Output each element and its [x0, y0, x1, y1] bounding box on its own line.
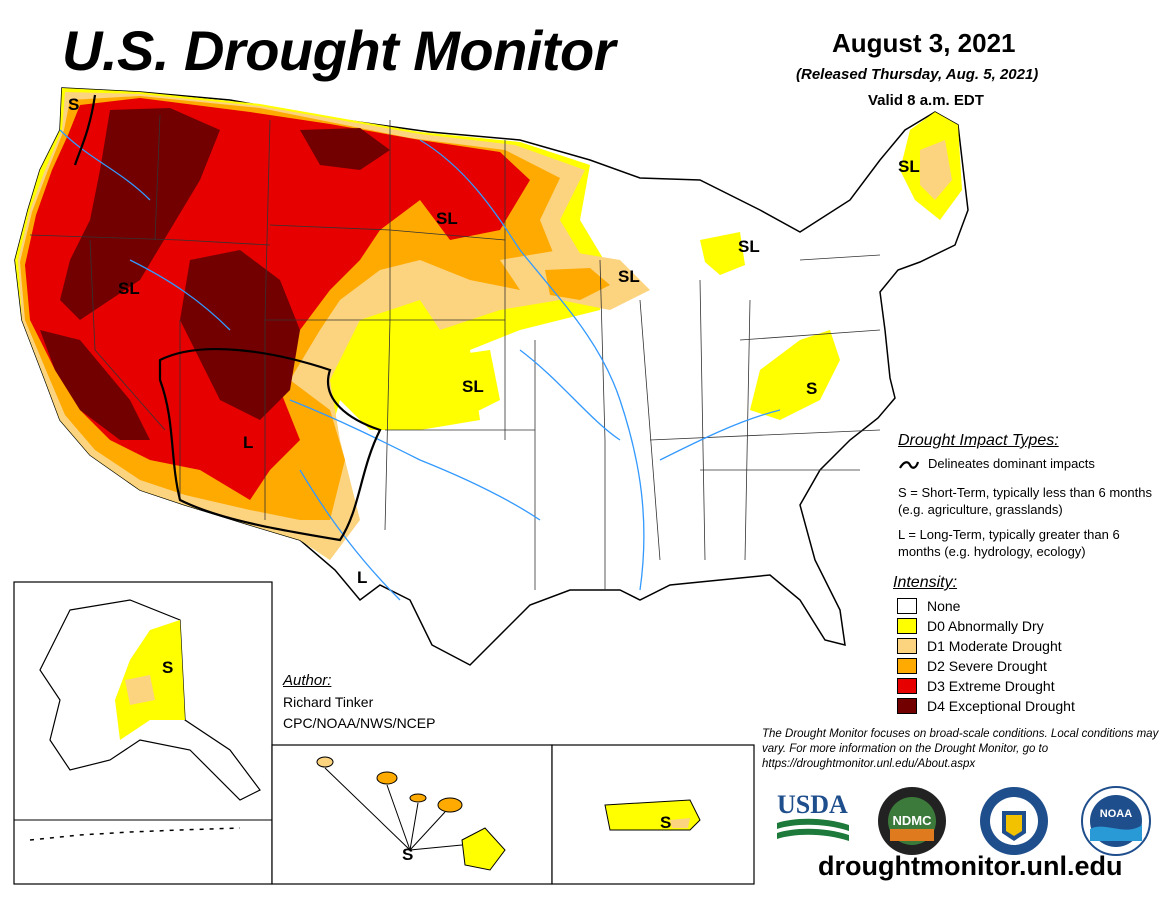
label-l-tx: L [357, 568, 367, 587]
legend-swatch [897, 698, 917, 714]
label-sl-mi: SL [738, 237, 760, 256]
label-sl-west: SL [118, 279, 140, 298]
legend-swatch [897, 658, 917, 674]
d0-va [750, 330, 840, 420]
legend-none: None [897, 597, 960, 615]
label-s-hi: S [402, 845, 413, 864]
hawaii-pointers [324, 767, 463, 851]
legend-label: D0 Abnormally Dry [927, 618, 1044, 634]
pr-d1 [670, 818, 690, 828]
alaska-d1 [125, 675, 155, 705]
legend-swatch [897, 678, 917, 694]
release-date: (Released Thursday, Aug. 5, 2021) [796, 66, 1039, 83]
label-sl-ne: SL [898, 157, 920, 176]
label-s-va: S [806, 379, 817, 398]
intensity-title: Intensity: [893, 574, 958, 591]
legend-label: D1 Moderate Drought [927, 638, 1062, 654]
d4-region-2 [180, 250, 300, 420]
label-s-nw: S [68, 95, 79, 114]
legend-swatch [897, 598, 917, 614]
d0-mi [700, 232, 745, 275]
legend-label: None [927, 598, 961, 614]
author-title: Author: [283, 672, 332, 689]
rivers [59, 129, 781, 601]
aleutians [29, 827, 241, 841]
legend-d0: D0 Abnormally Dry [897, 617, 1044, 635]
legend-label: D4 Exceptional Drought [927, 698, 1075, 714]
impact-short-term: S = Short-Term, typically less than 6 mo… [898, 485, 1152, 517]
valid-time: Valid 8 a.m. EDT [868, 92, 984, 109]
disclaimer-note: The Drought Monitor focuses on broad-sca… [762, 728, 1159, 770]
d4-region-4 [40, 330, 150, 440]
d1-ne [920, 140, 952, 200]
usda-logo: USDA [775, 785, 851, 850]
ndmc-logo-text: NDMC [893, 813, 933, 828]
label-s-pr: S [660, 813, 671, 832]
legend-d1: D1 Moderate Drought [897, 637, 1062, 655]
legend-d3: D3 Extreme Drought [897, 677, 1055, 695]
label-sl-nplains: SL [436, 209, 458, 228]
d2-midwest [545, 268, 610, 300]
noaa-logo: NOAA [1080, 785, 1152, 862]
impact-delineates-row: Delineates dominant impacts [898, 456, 1095, 471]
website-url[interactable]: droughtmonitor.unl.edu [818, 851, 1123, 881]
label-sl-plains: SL [462, 377, 484, 396]
usda-logo-text: USDA [777, 790, 848, 819]
legend-swatch [897, 638, 917, 654]
author-org: CPC/NOAA/NWS/NCEP [283, 715, 436, 731]
hawaii-inset-frame [271, 744, 553, 885]
d4-region-3 [300, 128, 390, 170]
delineation-line-icon [899, 460, 920, 469]
label-s-ak: S [162, 658, 173, 677]
d4-region [60, 108, 220, 320]
legend-label: D3 Extreme Drought [927, 678, 1055, 694]
legend-d4: D4 Exceptional Drought [897, 697, 1075, 715]
map-title: U.S. Drought Monitor [62, 19, 616, 82]
label-l-sw: L [243, 433, 253, 452]
impact-long-term: L = Long-Term, typically greater than 6 … [898, 527, 1120, 559]
legend-swatch [897, 618, 917, 634]
map-date: August 3, 2021 [832, 28, 1016, 58]
hawaii-islands [316, 756, 506, 871]
legend-d2: D2 Severe Drought [897, 657, 1047, 675]
commerce-logo [978, 785, 1050, 862]
impact-types-title: Drought Impact Types: [898, 432, 1059, 449]
impact-delineations [73, 94, 382, 542]
ndmc-logo: NDMC [876, 785, 948, 862]
d0-plains [420, 350, 500, 420]
legend-label: D2 Severe Drought [927, 658, 1047, 674]
state-lines [29, 114, 881, 590]
noaa-logo-text: NOAA [1100, 808, 1132, 820]
label-sl-mn: SL [618, 267, 640, 286]
author-name: Richard Tinker [283, 694, 374, 710]
impact-delineates-label: Delineates dominant impacts [928, 456, 1095, 471]
